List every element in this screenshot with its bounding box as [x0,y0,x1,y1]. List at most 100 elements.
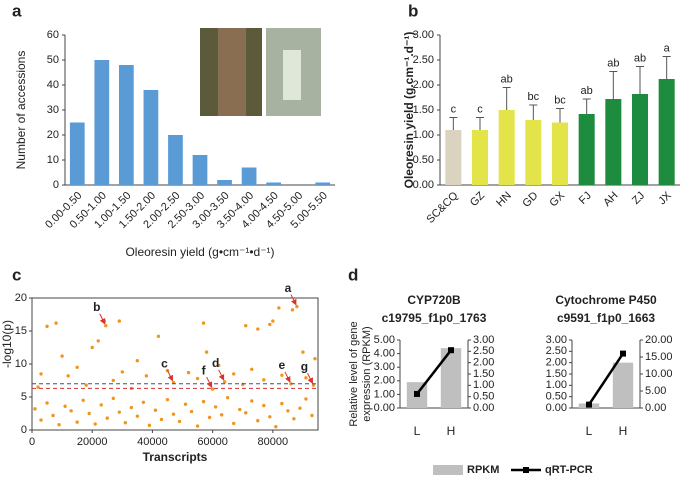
chart-subtitle: c19795_f1p0_1763 [382,311,487,325]
point [144,374,149,378]
plot-frame [31,297,319,431]
y-tick-label: 50 [47,54,59,66]
marker [620,350,626,357]
y-tick-label: 2.50 [473,345,494,357]
point [147,423,152,428]
y-tick-label: 1.00 [413,129,434,141]
point [69,409,73,413]
point [104,324,108,328]
legend-label: qRT-PCR [545,464,593,476]
y-axis-label: Oleoresin yield (g.cm⁻¹.d⁻¹) [402,32,416,189]
panel-label: c [12,265,21,284]
x-tick-label: HN [494,190,514,210]
y-tick-label: 1.00 [473,379,494,391]
y-tick-label: 5.00 [645,385,666,397]
point [244,324,248,328]
y-tick-label: 2.00 [546,357,567,369]
point [117,410,122,414]
point [256,327,260,331]
point [290,308,295,312]
y-axis-label: Relative level of gene [348,321,360,426]
annotation: b [93,300,100,314]
letter-label: a [664,42,671,54]
letter-label: bc [528,91,540,103]
point [277,306,281,310]
bar [552,122,568,185]
letter-label: ab [501,73,513,85]
point [123,421,128,425]
x-tick-label: GD [520,190,540,210]
bar [143,90,159,185]
panel-label: d [348,265,358,284]
annotation-arrow [218,369,225,381]
point [93,422,97,426]
point [33,407,37,411]
x-tick-label: 20000 [77,436,108,448]
annotation: c [161,357,168,371]
point [57,423,61,427]
line [416,349,452,395]
point [135,414,140,418]
x-tick-label: L [414,424,421,438]
x-tick-label: 40000 [137,436,168,448]
point [39,372,43,376]
x-tick-label: SC&CQ [424,189,460,225]
y-tick-label: 20 [15,292,27,304]
point [225,395,230,400]
point [45,324,49,329]
point [232,421,236,426]
point [286,409,290,413]
point [241,382,245,387]
y-tick-label: 0.50 [546,391,567,403]
point [204,350,209,354]
y-tick-label: 2.00 [473,357,494,369]
y-tick-label: 40 [47,79,59,91]
point [183,402,188,406]
y-tick-label: 0 [21,424,27,436]
annotation-arrow [284,371,291,383]
x-tick-label: ZJ [630,190,647,207]
point [304,397,308,401]
annotation: e [279,358,286,372]
y-tick-label: 15 [15,325,27,337]
bar [440,348,462,408]
letter-label: ab [581,85,593,97]
point [120,370,125,374]
y-tick-label: 3.00 [546,334,567,346]
point [186,370,191,375]
point [75,365,79,369]
y-tick-label: 1.50 [546,368,567,380]
point [96,339,100,343]
bar [94,60,110,185]
bar [472,130,488,185]
point [165,397,170,402]
point [292,417,296,421]
photo-bottle-glass [283,50,301,100]
point [54,321,58,325]
point [159,417,164,422]
point [195,376,200,381]
x-axis-label: Oleoresin yield (g•cm⁻¹•d⁻¹) [125,245,274,259]
point [177,419,182,424]
chart-title: CYP720B [407,293,461,307]
y-tick-label: 5.00 [374,334,395,346]
point [271,319,275,323]
y-tick-label: 1.00 [546,379,567,391]
point [111,378,115,383]
point [156,334,161,338]
legend-marker [523,467,529,473]
y-tick-label: 4.00 [374,348,395,360]
point [81,398,85,402]
point [90,345,94,350]
y-tick-label: 1.00 [374,388,395,400]
point [87,411,91,416]
panel-label: a [12,1,22,20]
point [51,413,55,418]
x-tick-label: FJ [577,190,594,207]
letter-label: ab [607,57,619,69]
y-tick-label: 3.00 [374,361,395,373]
point [313,357,317,361]
point [268,322,272,327]
y-axis-label: expression (RPKM) [361,326,373,421]
